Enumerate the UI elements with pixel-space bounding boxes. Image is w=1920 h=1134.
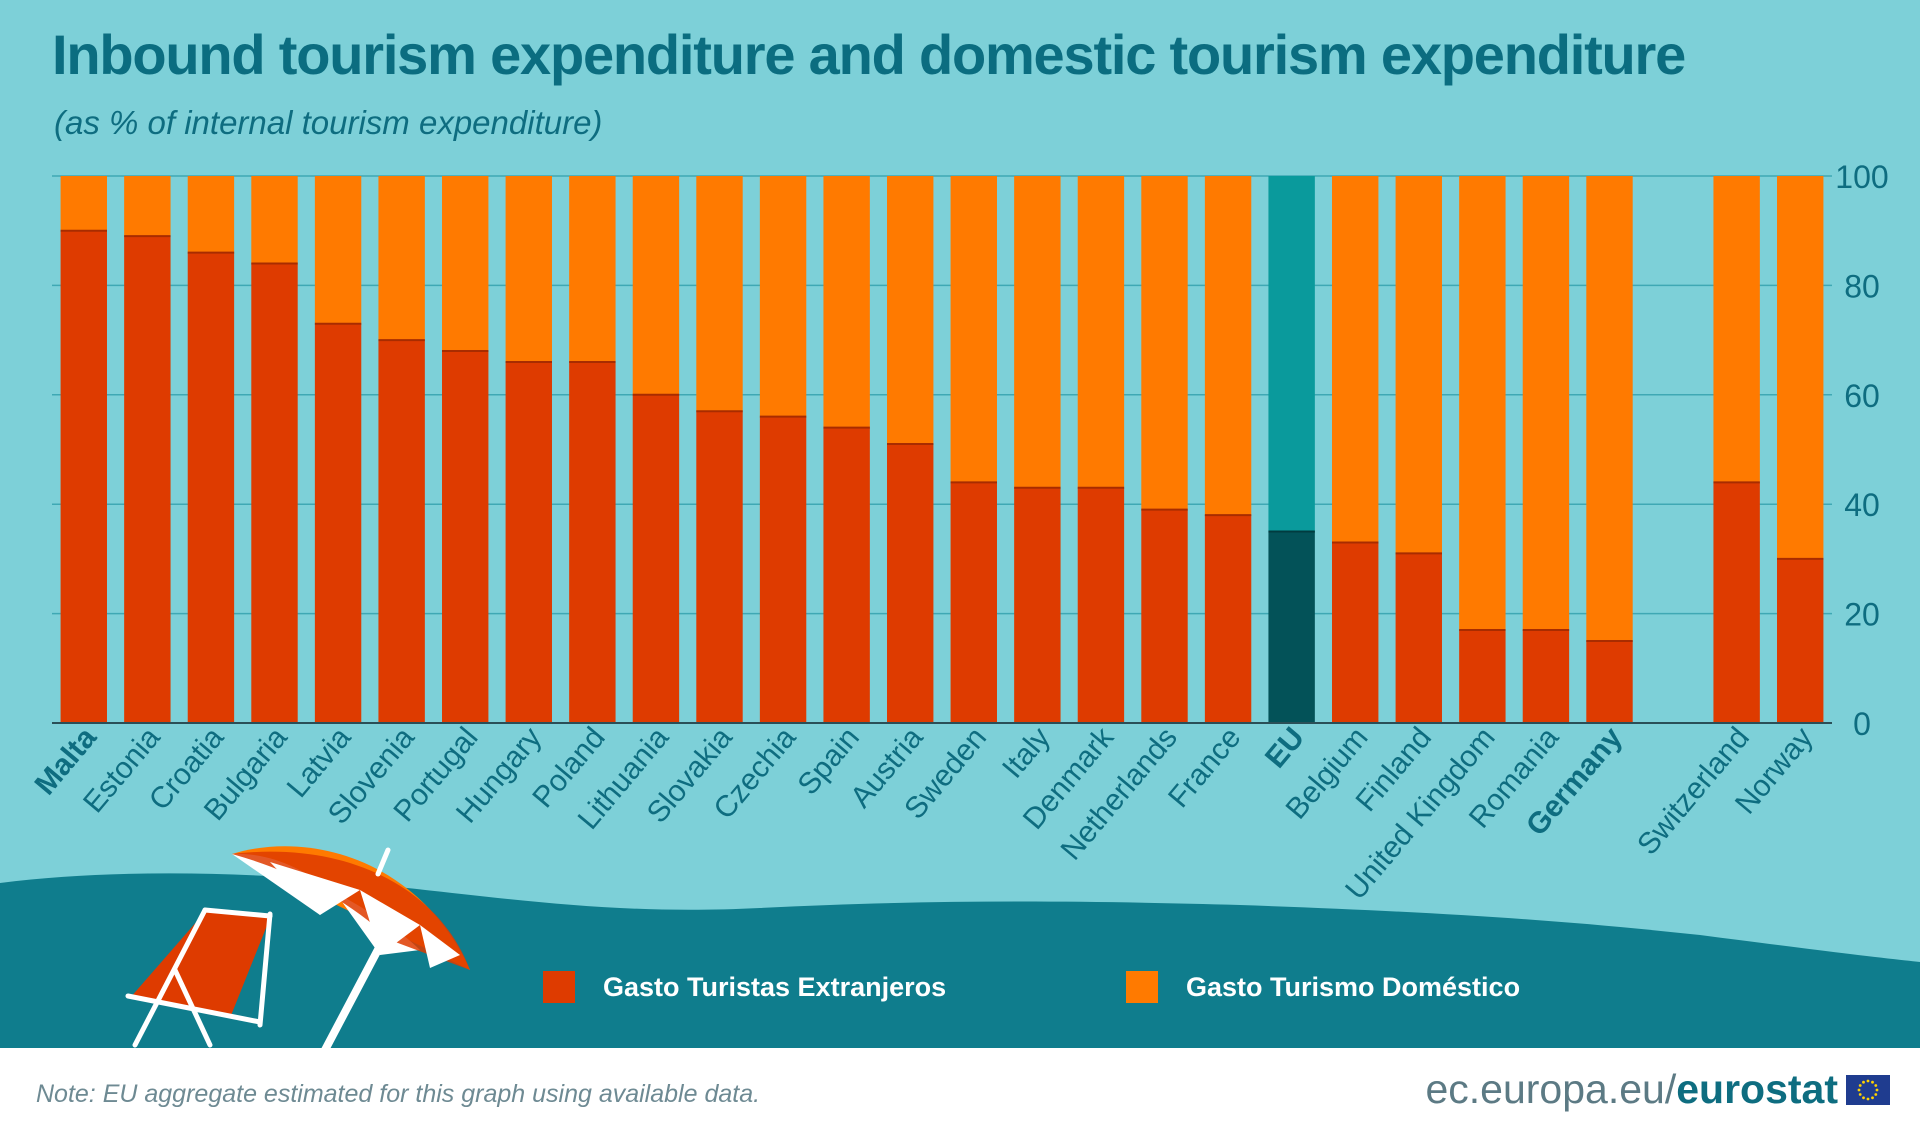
bar-domestic: [1268, 176, 1315, 532]
bar-inbound: [1395, 553, 1442, 723]
bar-domestic: [442, 176, 489, 352]
flag-star: [1862, 1080, 1865, 1084]
bar-domestic: [1586, 176, 1633, 641]
legend-item-domestic: Gasto Turismo Doméstico: [1126, 970, 1520, 1004]
flag-star: [1871, 1095, 1874, 1099]
x-tick-label: Italy: [996, 721, 1057, 784]
bar-domestic: [569, 176, 616, 362]
bar-domestic: [314, 176, 362, 324]
y-tick-label: 80: [1844, 268, 1880, 304]
y-tick-label: 0: [1853, 706, 1871, 742]
bar-domestic: [950, 176, 997, 483]
legend-item-inbound: Gasto Turistas Extranjeros: [543, 970, 946, 1004]
bar-inbound: [251, 263, 298, 723]
x-tick-label: EU: [1259, 721, 1311, 774]
bar-domestic: [1014, 176, 1061, 488]
bar-inbound: [569, 361, 616, 723]
sea-wave: [0, 873, 1920, 1048]
legend-label-inbound: Gasto Turistas Extranjeros: [603, 971, 947, 1002]
umbrella-icon: [232, 846, 470, 1054]
bar-domestic: [696, 176, 743, 412]
bar-inbound: [1268, 531, 1315, 723]
flag-star: [1858, 1092, 1862, 1096]
footer-area: [0, 1048, 1920, 1134]
bar-inbound: [950, 482, 997, 723]
footnote: Note: EU aggregate estimated for this gr…: [36, 1080, 761, 1108]
bar-domestic: [632, 176, 680, 395]
bar-domestic: [378, 176, 425, 341]
axes: 0 20 40 60 80 100: [52, 159, 1889, 742]
bar-inbound: [887, 444, 934, 723]
bars: [60, 176, 1824, 724]
bar-domestic: [124, 176, 171, 237]
bar-domestic: [759, 176, 807, 417]
bar-domestic: [1713, 176, 1760, 483]
bar-inbound: [1014, 487, 1061, 723]
flag-star: [1874, 1083, 1878, 1087]
bar-inbound: [759, 416, 807, 723]
bar-inbound: [442, 351, 489, 723]
flag-star: [1866, 1097, 1870, 1100]
bar-domestic: [1395, 176, 1442, 554]
flag-star: [1875, 1088, 1879, 1091]
bar-inbound: [1332, 542, 1379, 723]
beach-umbrella-and-chair-icon: [125, 846, 470, 1054]
bar-inbound: [823, 427, 870, 723]
bar-domestic: [60, 176, 107, 231]
flag-star: [1862, 1095, 1865, 1099]
legend-label-domestic: Gasto Turismo Doméstico: [1186, 971, 1521, 1002]
bar-domestic: [1204, 176, 1252, 516]
bar-inbound: [314, 323, 362, 723]
bar-inbound: [124, 236, 171, 724]
bar-inbound: [1586, 640, 1633, 723]
eu-flag-icon: [1846, 1074, 1890, 1105]
bar-inbound: [187, 252, 235, 723]
bar-inbound: [1459, 630, 1506, 723]
bar-domestic: [1459, 176, 1506, 631]
deck-chair-icon: [125, 907, 273, 1048]
bar-inbound: [505, 361, 552, 723]
bar-domestic: [187, 176, 235, 253]
bar-inbound: [378, 340, 425, 723]
bar-domestic: [1332, 176, 1379, 543]
legend-swatch-domestic: [1126, 971, 1158, 1003]
y-tick-label: 20: [1844, 597, 1880, 633]
brand-site: ec.europa.eu/: [1425, 1066, 1677, 1112]
bar-domestic: [505, 176, 552, 362]
flag-star: [1871, 1080, 1874, 1084]
y-tick-label: 60: [1844, 378, 1880, 414]
y-tick-label: 100: [1835, 159, 1888, 195]
bar-inbound: [1777, 558, 1824, 723]
eurostat-branding: ec.europa.eu/ eurostat: [1425, 1066, 1890, 1113]
flag-star: [1857, 1088, 1861, 1091]
bar-inbound: [632, 394, 680, 723]
brand-name: eurostat: [1676, 1066, 1838, 1112]
bar-inbound: [1141, 509, 1188, 723]
bar-inbound: [1204, 515, 1252, 723]
bar-inbound: [696, 411, 743, 723]
bar-domestic: [1141, 176, 1188, 510]
bar-inbound: [1522, 630, 1570, 723]
bar-domestic: [251, 176, 298, 264]
bar-inbound: [1713, 482, 1760, 723]
chart-title: Inbound tourism expenditure and domestic…: [52, 23, 1686, 86]
bar-domestic: [1777, 176, 1824, 559]
bar-domestic: [887, 176, 934, 445]
legend-swatch-inbound: [543, 971, 575, 1003]
chart-subtitle: (as % of internal tourism expenditure): [54, 104, 603, 141]
y-tick-label: 40: [1844, 487, 1880, 523]
flag-star: [1858, 1083, 1862, 1087]
flag-star: [1874, 1092, 1878, 1096]
bar-domestic: [1077, 176, 1125, 488]
bar-domestic: [1522, 176, 1570, 631]
bar-inbound: [1077, 487, 1125, 723]
bar-domestic: [823, 176, 870, 428]
bar-inbound: [60, 230, 107, 723]
flag-star: [1866, 1079, 1870, 1082]
